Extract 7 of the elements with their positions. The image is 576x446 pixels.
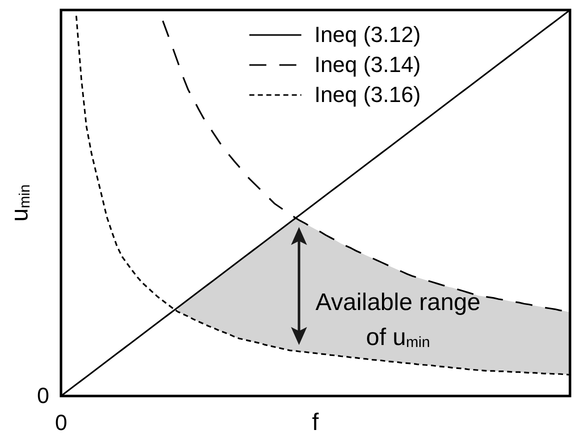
- legend-label: Ineq (3.14): [314, 52, 421, 78]
- text: 0: [55, 410, 68, 436]
- legend-label: Ineq (3.16): [314, 82, 421, 108]
- text: 0: [37, 383, 50, 409]
- legend-label: Ineq (3.12): [314, 22, 421, 48]
- annotation: Available range of u$_{min}$: [314, 288, 482, 354]
- x-axis-title: f: [312, 409, 319, 437]
